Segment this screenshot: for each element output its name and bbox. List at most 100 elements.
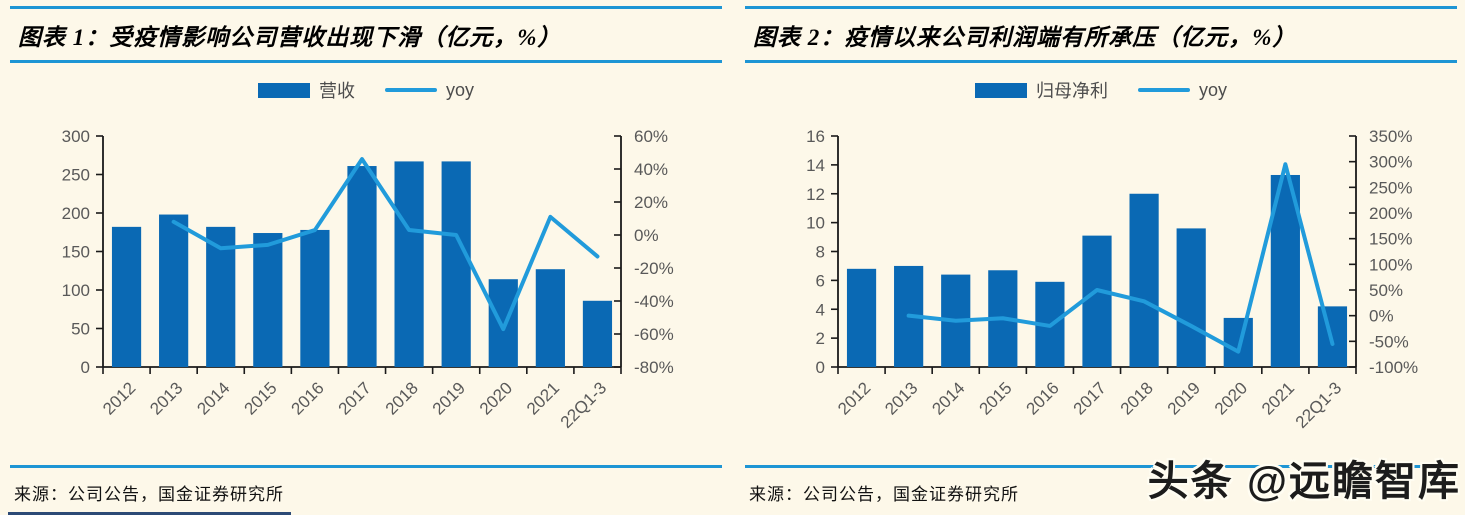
x-axis-category-label: 2020 bbox=[476, 378, 516, 418]
left-axis-tick-label: 0 bbox=[816, 358, 825, 377]
x-axis-category-label: 2015 bbox=[240, 378, 280, 418]
left-axis-tick-label: 4 bbox=[816, 300, 825, 319]
right-axis-tick-label: -60% bbox=[634, 325, 674, 344]
x-axis-category-label: 2017 bbox=[335, 378, 375, 418]
footer-rule bbox=[10, 465, 722, 468]
bar-2018 bbox=[1129, 193, 1159, 367]
figure-panel-revenue: 图表 1：受疫情影响公司营收出现下滑（亿元，%） 营收 yoy 0 50 100 15… bbox=[10, 6, 722, 505]
clipped-next-section-rule bbox=[8, 512, 291, 515]
left-axis-tick-label: 6 bbox=[816, 271, 825, 290]
profit-yoy-chart: 0 2 4 6 8 10 12 14 16 -100% -50% 0% 50% 100% 150% 200% 2… bbox=[806, 127, 1418, 432]
right-axis-tick-label: -80% bbox=[634, 358, 674, 377]
x-axis-category-label: 22Q1-3 bbox=[557, 378, 611, 432]
legend-label: yoy bbox=[445, 79, 474, 100]
left-axis-tick-label: 200 bbox=[62, 204, 90, 223]
legend: 归母净利 yoy bbox=[745, 78, 1457, 102]
line-swatch-icon bbox=[1137, 88, 1190, 92]
left-axis-tick-label: 2 bbox=[816, 329, 825, 348]
bar-2019 bbox=[1176, 228, 1206, 367]
title-top-rule bbox=[745, 6, 1457, 9]
right-axis-tick-label: 60% bbox=[634, 127, 668, 146]
x-axis-category-label: 2018 bbox=[382, 378, 422, 418]
x-axis-category-label: 2013 bbox=[146, 378, 186, 418]
right-axis-tick-label: 0% bbox=[1369, 307, 1394, 326]
bar-22Q1-3 bbox=[582, 300, 613, 367]
watermark: 头条 @远瞻智库 bbox=[1147, 458, 1461, 504]
x-axis-category-label: 2014 bbox=[928, 378, 968, 418]
left-axis-tick-label: 250 bbox=[62, 166, 90, 185]
bar-2015 bbox=[253, 233, 283, 367]
legend-item-revenue: 营收 bbox=[257, 77, 355, 103]
legend-label: 营收 bbox=[318, 81, 355, 101]
legend: 营收 yoy bbox=[10, 78, 722, 102]
bar-2017 bbox=[347, 166, 377, 367]
right-axis-tick-label: -20% bbox=[634, 259, 674, 278]
left-axis-tick-label: 16 bbox=[806, 127, 825, 146]
right-axis-tick-label: 300% bbox=[1369, 153, 1412, 172]
left-axis-tick-label: 10 bbox=[806, 214, 825, 233]
left-axis-tick-label: 14 bbox=[806, 156, 825, 175]
source-note: 来源：公司公告，国金证券研究所 bbox=[749, 485, 1019, 504]
right-axis-tick-label: -50% bbox=[1369, 332, 1409, 351]
legend-label: 归母净利 bbox=[1035, 81, 1108, 101]
right-axis-tick-label: 350% bbox=[1369, 127, 1412, 146]
right-axis-tick-label: 200% bbox=[1369, 204, 1412, 223]
bar-2018 bbox=[394, 161, 424, 367]
line-swatch-icon bbox=[384, 88, 437, 92]
left-axis-tick-label: 300 bbox=[62, 127, 90, 146]
bar-2016 bbox=[300, 229, 330, 367]
left-axis-tick-label: 8 bbox=[816, 243, 825, 262]
x-axis-category-label: 2020 bbox=[1211, 378, 1251, 418]
legend-item-net-profit: 归母净利 bbox=[974, 77, 1108, 103]
x-axis-category-label: 2016 bbox=[1023, 378, 1063, 418]
figure-title: 图表 1：受疫情影响公司营收出现下滑（亿元，%） bbox=[18, 25, 562, 50]
left-axis-tick-label: 100 bbox=[62, 281, 90, 300]
yoy-line bbox=[906, 162, 1335, 354]
bar-swatch-icon bbox=[257, 82, 310, 98]
right-axis-tick-label: -100% bbox=[1369, 358, 1418, 377]
x-axis-category-label: 2012 bbox=[834, 378, 874, 418]
right-axis-tick-label: 150% bbox=[1369, 230, 1412, 249]
legend-item-yoy: yoy bbox=[384, 79, 474, 101]
bar-2012 bbox=[111, 226, 142, 367]
x-axis-category-label: 2019 bbox=[1164, 378, 1204, 418]
title-bottom-rule bbox=[10, 60, 722, 63]
left-axis-tick-label: 0 bbox=[81, 358, 90, 377]
x-axis-category-label: 2012 bbox=[99, 378, 139, 418]
title-top-rule bbox=[10, 6, 722, 9]
right-axis-tick-label: 40% bbox=[634, 160, 668, 179]
bar-2017 bbox=[1082, 235, 1112, 367]
right-axis-tick-label: 50% bbox=[1369, 281, 1403, 300]
left-axis-tick-label: 50 bbox=[71, 320, 90, 339]
x-axis-category-label: 22Q1-3 bbox=[1292, 378, 1346, 432]
bar-2020 bbox=[1223, 317, 1253, 367]
right-axis-tick-label: -40% bbox=[634, 292, 674, 311]
title-bottom-rule bbox=[745, 60, 1457, 63]
x-axis-category-label: 2015 bbox=[975, 378, 1015, 418]
right-axis-tick-label: 0% bbox=[634, 226, 659, 245]
x-axis-category-label: 2021 bbox=[1258, 378, 1298, 418]
x-axis-category-label: 2013 bbox=[881, 378, 921, 418]
revenue-yoy-chart: 0 50 100 150 200 250 300 -80% -60% -40% -20% 0% 20% 4… bbox=[62, 127, 674, 432]
left-axis-tick-label: 150 bbox=[62, 243, 90, 262]
bar-2019 bbox=[441, 161, 471, 367]
x-axis-category-label: 2017 bbox=[1070, 378, 1110, 418]
bar-2020 bbox=[488, 279, 518, 367]
left-axis-tick-label: 12 bbox=[806, 185, 825, 204]
bar-2013 bbox=[159, 214, 189, 367]
right-axis-tick-label: 250% bbox=[1369, 178, 1412, 197]
bar-swatch-icon bbox=[974, 82, 1027, 98]
bar-2014 bbox=[206, 226, 236, 367]
x-axis-category-label: 2021 bbox=[523, 378, 563, 418]
x-axis-category-label: 2018 bbox=[1117, 378, 1157, 418]
source-note: 来源：公司公告，国金证券研究所 bbox=[14, 485, 284, 504]
x-axis-category-label: 2016 bbox=[288, 378, 328, 418]
right-axis-tick-label: 20% bbox=[634, 193, 668, 212]
right-axis-tick-label: 100% bbox=[1369, 255, 1412, 274]
legend-item-yoy: yoy bbox=[1137, 79, 1227, 101]
bar-2021 bbox=[535, 269, 565, 367]
x-axis-category-label: 2014 bbox=[193, 378, 233, 418]
bar-2012 bbox=[846, 268, 877, 367]
figure-title: 图表 2：疫情以来公司利润端有所承压（亿元，%） bbox=[753, 25, 1297, 50]
legend-label: yoy bbox=[1198, 79, 1227, 100]
